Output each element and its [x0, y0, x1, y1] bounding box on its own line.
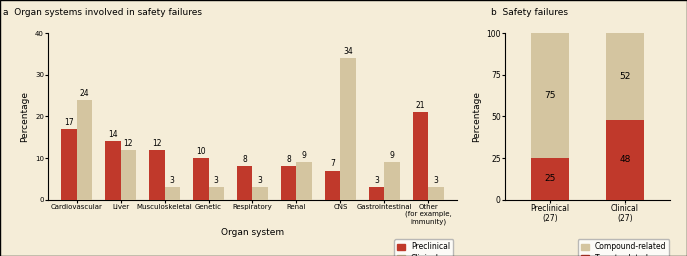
Bar [165, 187, 180, 200]
Legend: Preclinical, Clinical: Preclinical, Clinical [394, 239, 453, 256]
Text: 3: 3 [170, 176, 174, 185]
Text: 12: 12 [124, 139, 133, 148]
Text: 25: 25 [544, 174, 556, 183]
Y-axis label: Percentage: Percentage [21, 91, 30, 142]
Text: 3: 3 [214, 176, 218, 185]
Bar [237, 166, 253, 200]
Bar [77, 100, 92, 200]
Bar [61, 129, 77, 200]
Bar [105, 141, 121, 200]
Bar [369, 187, 384, 200]
Bar [121, 150, 136, 200]
Bar [209, 187, 224, 200]
Text: 34: 34 [344, 47, 353, 56]
Bar [253, 187, 268, 200]
Text: 24: 24 [80, 89, 89, 98]
Bar [413, 112, 428, 200]
Text: 52: 52 [619, 72, 631, 81]
Bar [531, 33, 569, 158]
Text: 12: 12 [152, 139, 161, 148]
Text: 9: 9 [390, 151, 394, 160]
Text: 8: 8 [286, 155, 291, 164]
Bar [296, 162, 312, 200]
Bar [149, 150, 165, 200]
Text: 3: 3 [433, 176, 438, 185]
Text: 14: 14 [108, 130, 117, 139]
Text: 48: 48 [619, 155, 631, 164]
Bar [340, 58, 356, 200]
Text: 10: 10 [196, 147, 205, 156]
Y-axis label: Percentage: Percentage [472, 91, 481, 142]
Text: 9: 9 [302, 151, 306, 160]
Text: 3: 3 [374, 176, 379, 185]
Bar [281, 166, 296, 200]
Text: 21: 21 [416, 101, 425, 110]
Text: 7: 7 [330, 159, 335, 168]
Text: a  Organ systems involved in safety failures: a Organ systems involved in safety failu… [3, 8, 203, 17]
Text: 17: 17 [64, 118, 74, 127]
Bar [193, 158, 209, 200]
Legend: Compound-related, Target-related: Compound-related, Target-related [578, 239, 669, 256]
Text: 75: 75 [544, 91, 556, 100]
Bar [606, 33, 644, 120]
Bar [384, 162, 400, 200]
Bar [428, 187, 444, 200]
Bar [606, 120, 644, 200]
Text: 8: 8 [243, 155, 247, 164]
Text: 3: 3 [258, 176, 262, 185]
Bar [531, 158, 569, 200]
X-axis label: Organ system: Organ system [221, 228, 284, 237]
Bar [325, 170, 340, 200]
Text: b  Safety failures: b Safety failures [491, 8, 568, 17]
